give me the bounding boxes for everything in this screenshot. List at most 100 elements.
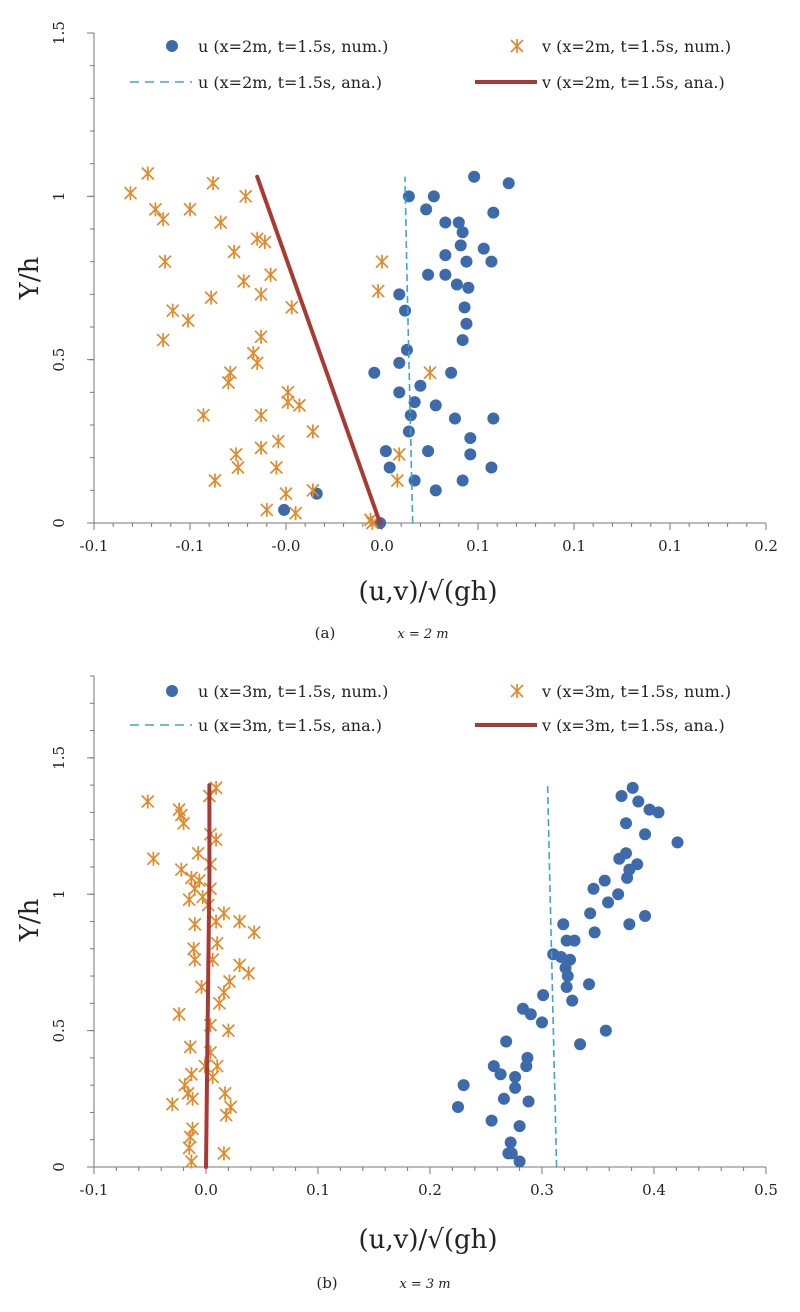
panel-a-y-tick-label: 0	[50, 518, 68, 528]
panel-a-v-point	[288, 506, 303, 521]
panel-b-u-point	[623, 918, 636, 931]
panel-a-u-point	[408, 474, 421, 487]
panel-a-u-point	[464, 448, 477, 461]
panel-b-u_line-analytic-line	[546, 785, 558, 1168]
panel-a-u-point	[456, 226, 469, 239]
panel-b-u-point	[587, 882, 600, 895]
panel-b-v-point	[174, 808, 188, 823]
panel-b-legend-v-label: v (x=3m, t=1.5s, num.)	[541, 682, 731, 701]
panel-b-u-point	[566, 994, 579, 1007]
panel-b-v-point	[141, 794, 155, 809]
panel-a-u-point	[439, 249, 452, 262]
panel-a-v-point	[260, 502, 274, 517]
panel-a-v-point	[158, 254, 172, 269]
panel-a-u-point	[422, 268, 435, 281]
panel-a-u-point	[408, 396, 421, 409]
panel-b-u-point	[615, 790, 628, 803]
panel-a-u-point	[487, 412, 500, 425]
panel-b-u-point	[639, 910, 652, 923]
panel-a-v-point	[254, 408, 268, 423]
panel-a-v-point	[141, 166, 155, 181]
panel-a-v-point	[221, 375, 236, 390]
panel-b-v-point	[209, 914, 223, 929]
panel-b-v-point	[184, 1154, 199, 1169]
panel-b-u-point	[598, 874, 611, 887]
panel-b-y-tick-label: 1	[50, 889, 68, 899]
panel-b-v-point	[184, 1067, 199, 1082]
panel-b-v-point	[188, 917, 202, 932]
panel-b-u-point	[639, 828, 652, 841]
panel-b-v-point	[217, 1146, 231, 1161]
panel-b-x-tick-label: 0.3	[530, 1181, 554, 1199]
panel-a-u-point	[399, 304, 412, 317]
panel-a-v-point	[204, 290, 218, 305]
panel-a-u-point	[422, 445, 435, 458]
panel-b-x-tick-label: 0.2	[418, 1181, 442, 1199]
panel-a-v-point	[214, 215, 228, 230]
panel-a-u-point	[402, 425, 415, 438]
panel-b-v-point	[241, 966, 256, 981]
panel-b-v-point	[183, 1129, 197, 1144]
panel-b-u-point	[487, 1060, 500, 1073]
panel-b-u-point	[613, 852, 626, 865]
panel-a-u-point	[485, 461, 498, 474]
panel-a-u-point	[404, 409, 417, 422]
panel-a-x-tick-label: 0.1	[466, 537, 490, 555]
panel-a-u-point	[456, 474, 469, 487]
panel-a-legend-v_line-label: v (x=2m, t=1.5s, ana.)	[541, 73, 725, 92]
panel-a-u-point	[368, 366, 381, 379]
panel-b-xlabel: (u,v)/√(gh)	[359, 1225, 498, 1255]
panel-a-v-point	[250, 355, 264, 370]
panel-b-u-point	[652, 806, 665, 819]
panel-b-v-point	[232, 914, 247, 929]
panel-b-caption: (b)	[316, 1274, 337, 1292]
panel-b-v-point	[146, 851, 160, 866]
panel-a-v-point	[166, 303, 180, 318]
panel-a-v-point	[281, 395, 295, 410]
panel-a-u-point	[383, 461, 396, 474]
panel-b-u-point	[522, 1095, 535, 1108]
panel-b-u-point	[599, 1024, 612, 1037]
panel-a-x-tick-label: 0.1	[658, 537, 682, 555]
panel-a-u-point	[445, 366, 458, 379]
panel-b-u-point	[588, 926, 601, 939]
panel-a-u-point	[427, 190, 440, 203]
panel-a-v-point	[237, 274, 251, 289]
panel-b-v-point	[194, 979, 209, 994]
panel-b-v-point	[219, 1108, 233, 1123]
panel-b-u-point	[561, 970, 574, 983]
panel-b-u-point	[584, 907, 597, 920]
panel-a-plot: -0.1 -0.1 -0.0 0.0 0.1 0.1 0.1 0.2 0 0.5 1 1.5 u (x=…	[50, 21, 778, 555]
panel-b-u-point	[574, 1038, 587, 1051]
panel-a-v-point	[196, 408, 211, 423]
panel-b-u-point	[524, 1008, 537, 1021]
panel-b-v-point	[165, 1097, 180, 1112]
panel-b-u-point	[621, 871, 634, 884]
panel-a-v-point	[390, 473, 404, 488]
panel-a-x-tick-label: -0.1	[176, 537, 205, 555]
panel-b-u-point	[583, 978, 596, 991]
panel-b-v-point	[187, 941, 201, 956]
panel-a: -0.1 -0.1 -0.0 0.0 0.1 0.1 0.1 0.2 0 0.5 1 1.5 u (x=…	[15, 21, 778, 642]
panel-b-u-point	[500, 1035, 513, 1048]
panel-b-v-point	[209, 780, 223, 795]
panel-a-u-point	[393, 386, 406, 399]
panel-a-legend-v-label: v (x=2m, t=1.5s, num.)	[541, 37, 731, 56]
panel-b-plot: -0.1 0.0 0.1 0.2 0.3 0.4 0.5 0 0.5 1 1.5 u (x=3m, t…	[50, 675, 778, 1199]
panel-b-u-point	[612, 888, 625, 901]
panel-b-v-point	[247, 925, 261, 940]
panel-a-v-point	[206, 176, 220, 191]
panel-a-u-point	[400, 343, 413, 356]
panel-a-v-point	[227, 244, 241, 259]
panel-b-u-point	[513, 1120, 526, 1133]
panel-b-u-point	[452, 1100, 464, 1113]
panel-b-y-tick-label: 1.5	[50, 746, 68, 770]
panel-a-v-point	[208, 473, 222, 488]
panel-b-v-point	[182, 892, 196, 907]
panel-b-legend-v_line-label: v (x=3m, t=1.5s, ana.)	[541, 716, 725, 735]
panel-a-u-point	[393, 356, 406, 369]
panel-a-v-point	[181, 313, 195, 328]
panel-a-v-point	[229, 447, 243, 462]
panel-a-v-point	[271, 434, 285, 449]
